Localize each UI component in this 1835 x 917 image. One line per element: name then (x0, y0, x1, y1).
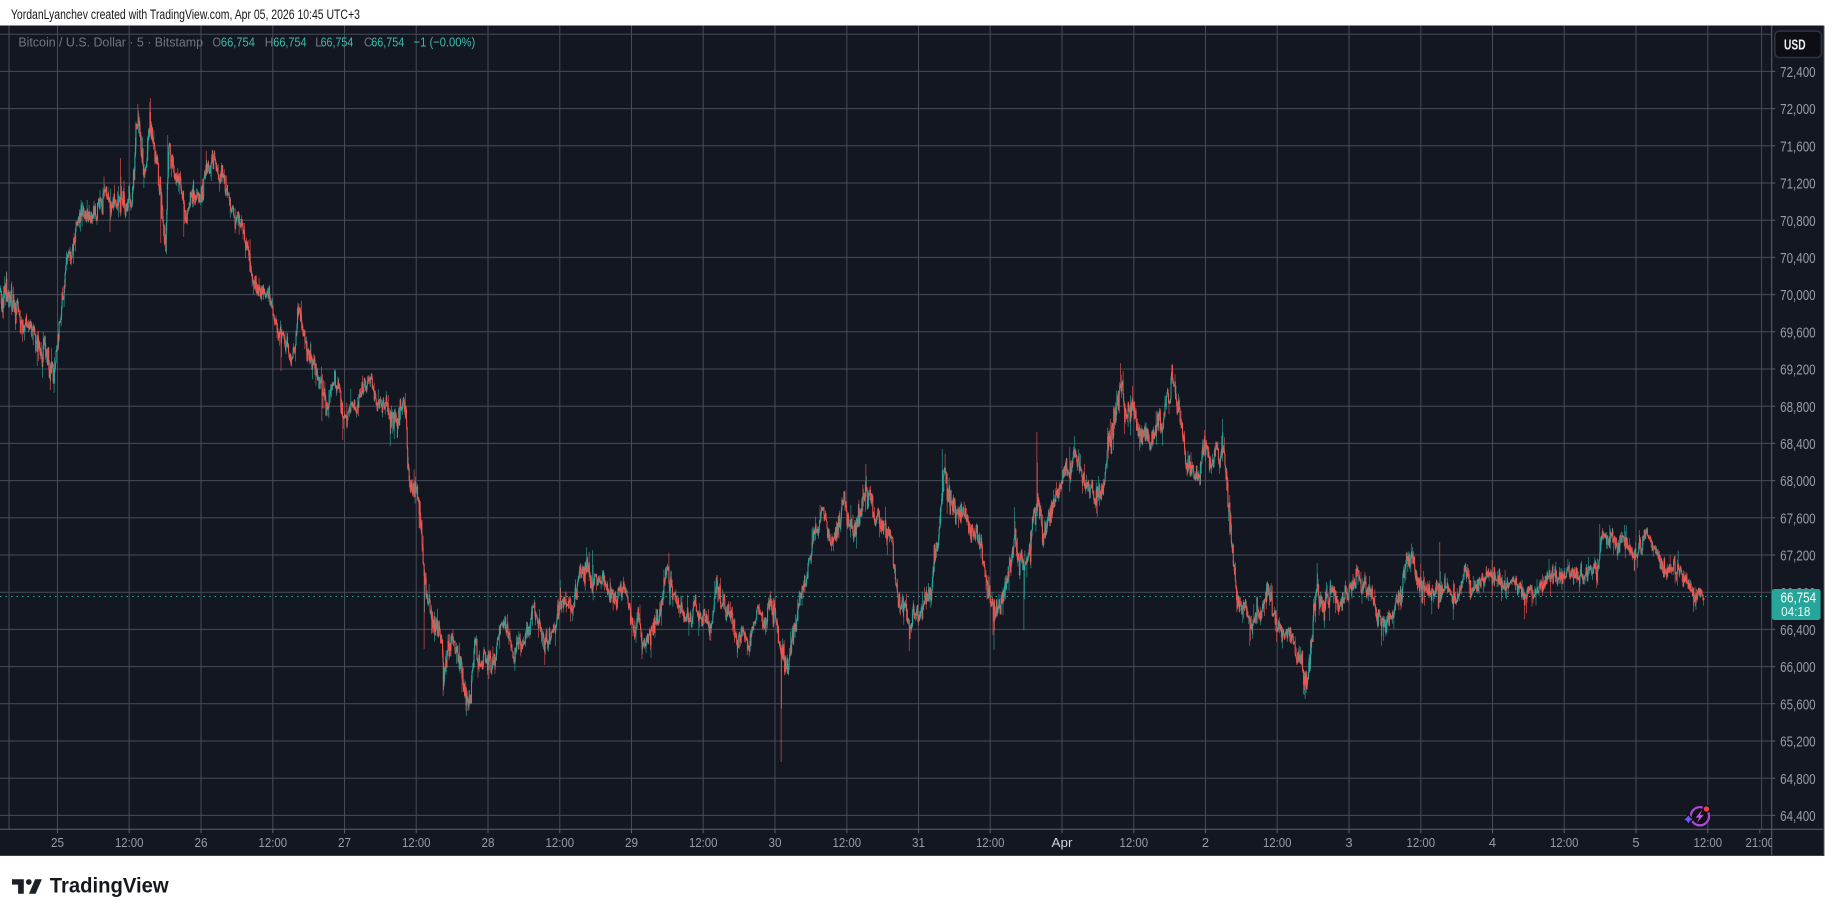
svg-text:12:00: 12:00 (689, 836, 718, 850)
svg-text:66,754: 66,754 (221, 34, 255, 49)
svg-text:64,400: 64,400 (1780, 809, 1816, 825)
svg-text:31: 31 (912, 836, 925, 850)
svg-text:29: 29 (625, 836, 638, 850)
svg-text:12:00: 12:00 (1694, 836, 1723, 850)
svg-text:30: 30 (769, 836, 782, 850)
svg-text:12:00: 12:00 (833, 836, 862, 850)
svg-text:5: 5 (1632, 836, 1639, 850)
svg-text:04:18: 04:18 (1781, 604, 1810, 619)
svg-text:12:00: 12:00 (1263, 836, 1292, 850)
svg-text:69,600: 69,600 (1780, 325, 1816, 341)
svg-text:66,754: 66,754 (321, 34, 354, 49)
svg-text:12:00: 12:00 (1407, 836, 1436, 850)
svg-text:67,200: 67,200 (1780, 549, 1816, 565)
svg-text:71,200: 71,200 (1780, 177, 1816, 193)
svg-text:C: C (364, 34, 373, 49)
svg-text:12:00: 12:00 (976, 836, 1005, 850)
svg-text:65,600: 65,600 (1780, 697, 1816, 713)
svg-text:26: 26 (195, 836, 208, 850)
svg-text:USD: USD (1784, 38, 1806, 54)
svg-text:68,400: 68,400 (1780, 437, 1816, 453)
svg-text:68,800: 68,800 (1780, 400, 1816, 416)
svg-text:70,400: 70,400 (1780, 251, 1816, 267)
svg-text:27: 27 (338, 836, 351, 850)
svg-text:12:00: 12:00 (1120, 836, 1149, 850)
svg-text:L: L (315, 34, 322, 49)
svg-text:YordanLyanchev created with Tr: YordanLyanchev created with TradingView.… (11, 7, 360, 22)
svg-text:4: 4 (1489, 836, 1496, 850)
svg-text:TradingView: TradingView (50, 874, 170, 897)
svg-text:12:00: 12:00 (1550, 836, 1579, 850)
svg-text:68,000: 68,000 (1780, 474, 1816, 490)
svg-text:2: 2 (1202, 836, 1209, 850)
svg-text:70,000: 70,000 (1780, 288, 1816, 304)
svg-text:3: 3 (1345, 836, 1352, 850)
svg-text:66,754: 66,754 (273, 34, 306, 49)
svg-text:72,000: 72,000 (1780, 102, 1816, 118)
svg-text:66,754: 66,754 (371, 34, 404, 49)
svg-text:70,800: 70,800 (1780, 214, 1816, 230)
svg-text:67,600: 67,600 (1780, 511, 1816, 527)
svg-text:66,754: 66,754 (1781, 591, 1817, 607)
svg-text:12:00: 12:00 (259, 836, 288, 850)
svg-text:Apr: Apr (1052, 836, 1073, 850)
svg-text:69,200: 69,200 (1780, 363, 1816, 379)
svg-text:12:00: 12:00 (546, 836, 575, 850)
svg-text:66,400: 66,400 (1780, 623, 1816, 639)
svg-text:25: 25 (51, 836, 64, 850)
svg-text:28: 28 (482, 836, 495, 850)
svg-text:71,600: 71,600 (1780, 139, 1816, 155)
svg-text:Bitcoin / U.S. Dollar · 5 · Bi: Bitcoin / U.S. Dollar · 5 · Bitstamp (18, 34, 203, 49)
svg-text:12:00: 12:00 (402, 836, 431, 850)
svg-text:66,000: 66,000 (1780, 660, 1816, 676)
svg-text:O: O (213, 34, 222, 49)
svg-text:64,800: 64,800 (1780, 772, 1816, 788)
svg-text:12:00: 12:00 (115, 836, 144, 850)
svg-text:21:00: 21:00 (1746, 836, 1775, 850)
svg-text:−1 (−0.00%): −1 (−0.00%) (414, 34, 476, 49)
svg-text:65,200: 65,200 (1780, 735, 1816, 751)
svg-text:72,400: 72,400 (1780, 65, 1816, 81)
svg-text:H: H (265, 34, 274, 49)
